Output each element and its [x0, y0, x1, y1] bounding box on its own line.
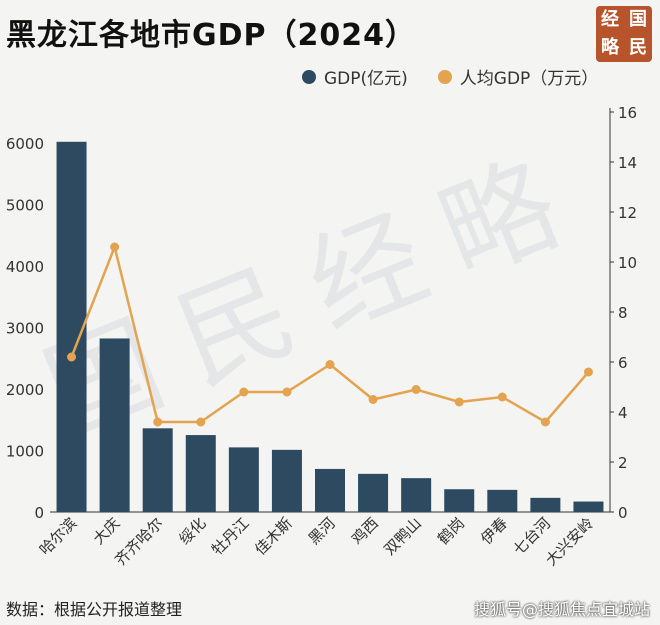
legend-label-per-capita: 人均GDP（万元） — [459, 69, 599, 89]
right-y-tick-label: 12 — [618, 204, 637, 222]
left-y-tick-label: 3000 — [6, 319, 44, 337]
x-tick-label: 鸡西 — [348, 514, 382, 548]
per-capita-gdp-point — [325, 360, 335, 369]
logo-char: 民 — [629, 37, 647, 58]
gdp-bar — [56, 141, 87, 513]
right-y-tick-label: 6 — [618, 354, 628, 372]
legend-item-per-capita: 人均GDP（万元） — [437, 64, 599, 89]
per-capita-gdp-point — [110, 242, 120, 252]
x-tick-label: 黑河 — [305, 514, 339, 548]
x-tick-label: 佳木斯 — [251, 514, 296, 559]
right-y-tick-label: 8 — [618, 304, 628, 322]
per-capita-gdp-point — [282, 387, 292, 397]
legend-label-gdp: GDP(亿元) — [324, 69, 408, 89]
right-y-tick-label: 4 — [618, 404, 628, 422]
per-capita-gdp-point — [411, 385, 421, 394]
left-y-tick-label: 6000 — [6, 135, 44, 153]
per-capita-gdp-point — [454, 397, 464, 407]
x-tick-label: 牡丹江 — [208, 514, 253, 559]
data-source-note: 数据：根据公开报道整理 — [6, 600, 183, 619]
per-capita-gdp-point — [153, 417, 163, 427]
x-tick-label: 绥化 — [176, 514, 210, 548]
gdp-bar — [185, 435, 216, 512]
gdp-bar — [228, 447, 259, 512]
legend-marker-gdp — [302, 69, 316, 84]
left-y-tick-label: 5000 — [6, 196, 44, 214]
left-y-tick-label: 1000 — [6, 442, 44, 460]
per-capita-gdp-point — [583, 367, 593, 377]
x-tick-label: 大兴安岭 — [542, 514, 597, 569]
right-y-tick-label: 16 — [618, 104, 637, 122]
per-capita-gdp-point — [540, 417, 550, 427]
per-capita-gdp-point — [196, 417, 206, 427]
right-y-tick-label: 10 — [618, 254, 637, 272]
gdp-bar — [358, 473, 389, 512]
x-tick-label: 齐齐哈尔 — [111, 514, 166, 569]
gdp-bar — [444, 489, 475, 512]
brand-logo: 经 国 略 民 — [596, 6, 652, 62]
chart-legend: GDP(亿元) 人均GDP（万元） — [302, 64, 598, 89]
legend-marker-per-capita — [437, 69, 452, 84]
gdp-bar — [99, 338, 130, 512]
per-capita-gdp-point — [368, 395, 378, 404]
gdp-bar — [315, 468, 345, 512]
x-tick-label: 双鸭山 — [380, 514, 425, 559]
legend-item-gdp: GDP(亿元) — [302, 64, 408, 89]
credit-watermark: 搜狐号@搜狐焦点宜城站 — [474, 600, 651, 619]
x-tick-label: 鹤岗 — [434, 514, 468, 548]
gdp-bar — [530, 497, 561, 512]
gdp-bar — [142, 428, 173, 512]
right-y-tick-label: 2 — [618, 454, 628, 472]
x-tick-label: 伊春 — [477, 514, 511, 548]
per-capita-gdp-point — [239, 387, 249, 397]
logo-char: 国 — [629, 9, 647, 30]
right-y-tick-label: 0 — [618, 504, 628, 522]
gdp-bar — [573, 501, 604, 512]
left-y-tick-label: 2000 — [6, 381, 44, 399]
left-y-tick-label: 4000 — [6, 258, 44, 276]
right-y-tick-label: 14 — [618, 154, 637, 172]
gdp-bar — [271, 449, 302, 512]
per-capita-gdp-point — [497, 392, 507, 402]
gdp-bar — [487, 489, 518, 512]
x-tick-label: 大庆 — [89, 514, 123, 548]
gdp-bar — [401, 478, 432, 512]
per-capita-gdp-point — [67, 352, 77, 362]
logo-char: 经 — [601, 9, 619, 30]
left-y-tick-label: 0 — [34, 504, 44, 522]
logo-char: 略 — [601, 37, 619, 58]
chart-title: 黑龙江各地市GDP（2024） — [6, 18, 417, 53]
